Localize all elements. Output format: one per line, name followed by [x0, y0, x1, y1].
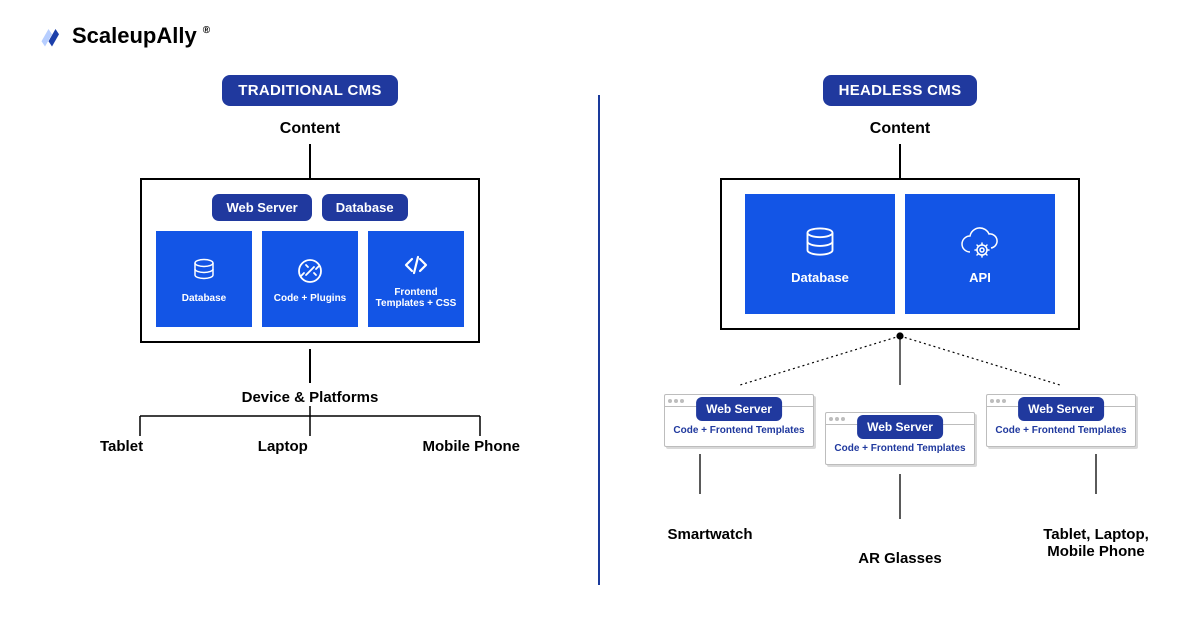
brand-logo: ScaleupAlly ®: [38, 22, 210, 50]
pill-row: Web Server Database: [212, 194, 407, 221]
connector-line: [899, 144, 901, 178]
templates-square: Frontend Templates + CSS: [368, 231, 464, 327]
webserver-card: Web Server Code + Frontend Templates: [664, 394, 814, 447]
webserver-card-group: Web Server Code + Frontend Templates Web…: [640, 394, 1160, 524]
device-smartwatch: Smartwatch: [650, 526, 770, 543]
content-label: Content: [280, 120, 340, 138]
traditional-box: Web Server Database Database C: [140, 178, 480, 343]
square-row: Database API: [745, 194, 1055, 314]
webserver-badge: Web Server: [857, 415, 943, 439]
plug-icon: [294, 255, 326, 287]
vertical-divider: [598, 95, 600, 585]
webserver-body: Code + Frontend Templates: [673, 425, 805, 436]
connector-line: [309, 144, 311, 178]
webserver-body: Code + Frontend Templates: [995, 425, 1127, 436]
right-device-labels: Smartwatch AR Glasses Tablet, Laptop, Mo…: [640, 526, 1160, 606]
devices-label: Device & Platforms: [242, 389, 379, 406]
square-row: Database Code + Plugins: [156, 231, 464, 327]
logo-icon: [38, 22, 66, 50]
database-icon: [800, 224, 840, 264]
code-icon: [400, 249, 432, 281]
square-label: Database: [791, 270, 849, 285]
fanout-lines: [100, 406, 520, 438]
connector-line: [309, 349, 311, 383]
dotted-fanout: [640, 330, 1160, 390]
database-pill: Database: [322, 194, 408, 221]
db-square: Database: [745, 194, 895, 314]
headless-box: Database API: [720, 178, 1080, 330]
square-label: API: [969, 270, 991, 285]
content-label: Content: [870, 120, 930, 138]
webserver-body: Code + Frontend Templates: [834, 443, 966, 454]
database-icon: [188, 255, 220, 287]
api-square: API: [905, 194, 1055, 314]
device-laptop: Laptop: [258, 438, 308, 455]
webserver-badge: Web Server: [1018, 397, 1104, 421]
device-row: Tablet Laptop Mobile Phone: [100, 438, 520, 455]
cloud-gear-icon: [958, 224, 1002, 264]
db-square: Database: [156, 231, 252, 327]
square-label: Frontend Templates + CSS: [374, 287, 458, 309]
webserver-badge: Web Server: [696, 397, 782, 421]
traditional-title-badge: TRADITIONAL CMS: [222, 75, 397, 106]
webserver-card: Web Server Code + Frontend Templates: [825, 412, 975, 465]
device-multi: Tablet, Laptop, Mobile Phone: [1026, 526, 1166, 560]
square-label: Code + Plugins: [274, 293, 347, 304]
plugins-square: Code + Plugins: [262, 231, 358, 327]
device-tablet: Tablet: [100, 438, 143, 455]
web-server-pill: Web Server: [212, 194, 311, 221]
device-mobile: Mobile Phone: [423, 438, 521, 455]
square-label: Database: [182, 293, 226, 304]
webserver-card: Web Server Code + Frontend Templates: [986, 394, 1136, 447]
device-ar-glasses: AR Glasses: [840, 550, 960, 567]
headless-cms-panel: HEADLESS CMS Content Database: [620, 75, 1180, 606]
headless-title-badge: HEADLESS CMS: [823, 75, 978, 106]
traditional-cms-panel: TRADITIONAL CMS Content Web Server Datab…: [30, 75, 590, 455]
logo-text: ScaleupAlly: [72, 23, 197, 49]
